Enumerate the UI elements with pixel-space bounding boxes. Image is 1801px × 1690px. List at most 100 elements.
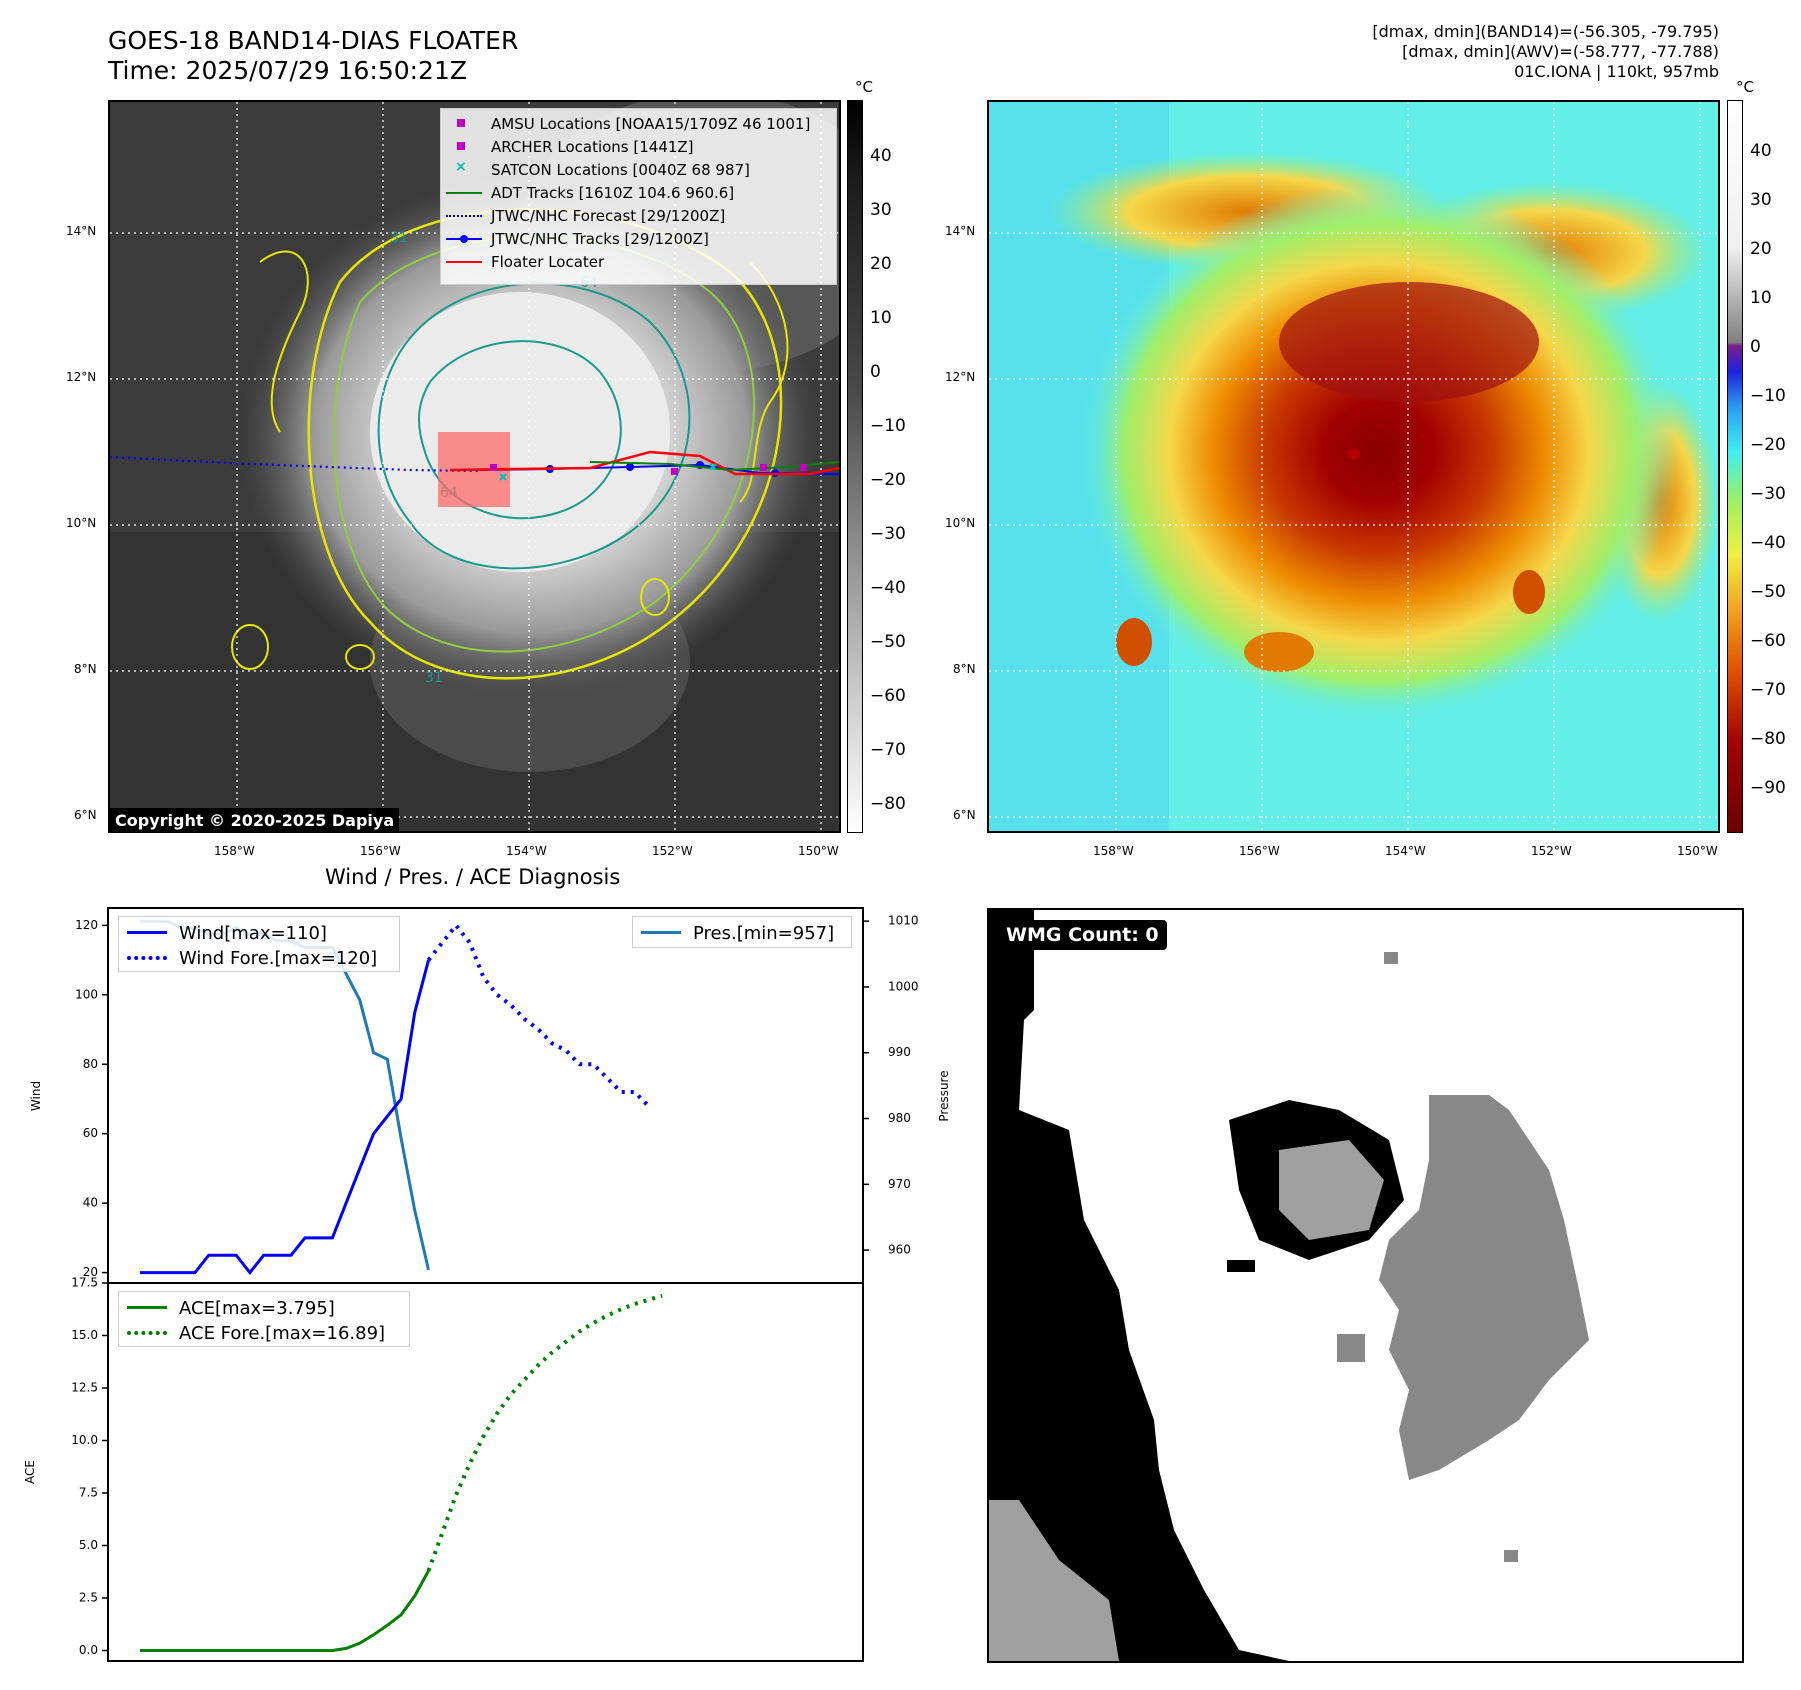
cb-tick: 20	[1750, 239, 1772, 259]
cell-colored-1	[1513, 570, 1545, 614]
legend-item-tracks: JTWC/NHC Tracks [29/1200Z]	[441, 228, 836, 250]
cb-tick: −30	[870, 524, 906, 544]
cb-tick: −70	[870, 740, 906, 760]
diag-chart-svg: 120 100 80 60 40 20 1010 1000 990 980 970 960 17.5…	[23, 907, 951, 1662]
ir-map-legend: AMSU Locations [NOAA15/1709Z 46 1001] AR…	[440, 108, 837, 285]
ace-line	[140, 1570, 430, 1652]
legend-item-wind: Wind[max=110]	[119, 921, 399, 944]
lat-label: 14°N	[945, 224, 976, 238]
pressure-line	[140, 919, 430, 1271]
lon-label: 158°W	[214, 844, 255, 858]
ace-axes-frame	[107, 1282, 864, 1662]
legend-item-adt: ADT Tracks [1610Z 104.6 960.6]	[441, 182, 836, 204]
pressure-legend: Pres.[min=957]	[632, 916, 852, 948]
cb-tick: −60	[1750, 631, 1786, 651]
cb-tick: 20	[870, 254, 892, 274]
lon-label: 156°W	[1239, 844, 1280, 858]
cb-tick: −50	[870, 632, 906, 652]
wind-axis-label: Wind	[29, 1081, 43, 1111]
lat-label: 12°N	[945, 370, 976, 384]
wind-tick-label: 80	[83, 1057, 98, 1071]
color-colorbar-unit: °C	[1736, 78, 1754, 96]
cell-contour-3	[345, 644, 375, 670]
cb-tick: −10	[870, 416, 906, 436]
dotted-line-icon	[127, 1331, 167, 1335]
wind-tick-label: 100	[75, 987, 98, 1001]
cb-tick: 40	[870, 146, 892, 166]
cb-tick: 30	[870, 200, 892, 220]
lat-label: 14°N	[66, 224, 97, 238]
pres-tick-labels: 1010 1000 990 980 970 960	[863, 914, 919, 1257]
line-marker-icon	[127, 931, 167, 934]
ir-map-image: 31 64 64 31	[110, 102, 839, 831]
color-map-image	[989, 102, 1718, 831]
line-marker-icon	[641, 931, 681, 934]
pres-tick-label: 960	[888, 1243, 911, 1257]
storm-eye	[1348, 448, 1360, 460]
wmg-panel	[987, 908, 1744, 1663]
legend-label: AMSU Locations [NOAA15/1709Z 46 1001]	[491, 115, 811, 133]
storm-info: [dmax, dmin](BAND14)=(-56.305, -79.795) …	[1372, 22, 1719, 82]
square-marker-icon	[457, 142, 465, 150]
lat-label: 10°N	[66, 516, 97, 530]
color-gridlines	[989, 102, 1718, 831]
contour-label-1: 31	[390, 230, 408, 246]
wmg-black-pixel	[1227, 1260, 1255, 1272]
wmg-gray-pixel	[1384, 952, 1398, 964]
ace-legend: ACE[max=3.795] ACE Fore.[max=16.89]	[118, 1291, 410, 1347]
legend-item-archer: ARCHER Locations [1441Z]	[441, 136, 836, 158]
cb-tick: −40	[1750, 533, 1786, 553]
ace-tick-label: 7.5	[79, 1486, 98, 1500]
legend-label: Wind Fore.[max=120]	[179, 948, 378, 969]
wmg-gray-pixel-2	[1504, 1550, 1518, 1562]
ace-tick-label: 12.5	[71, 1381, 98, 1395]
dotted-line-icon	[446, 215, 482, 217]
legend-label: JTWC/NHC Tracks [29/1200Z]	[491, 230, 709, 248]
ace-tick-label: 5.0	[79, 1538, 98, 1552]
contour-64-inner	[418, 340, 622, 520]
ace-tick-label: 17.5	[71, 1276, 98, 1290]
line-marker-icon	[127, 1306, 167, 1309]
color-map-panel	[987, 100, 1720, 833]
legend-label: JTWC/NHC Forecast [29/1200Z]	[491, 207, 726, 225]
cb-tick: −40	[870, 578, 906, 598]
wind-tick-label: 40	[83, 1196, 98, 1210]
cell-contour-1	[231, 624, 269, 670]
line-marker-icon	[446, 261, 482, 263]
wind-tick-label: 60	[83, 1126, 98, 1140]
wmg-count-badge: WMG Count: 0	[998, 920, 1167, 950]
wind-tick-label: 120	[75, 918, 98, 932]
legend-item-amsu: AMSU Locations [NOAA15/1709Z 46 1001]	[441, 113, 836, 135]
legend-label: Floater Locater	[491, 253, 605, 271]
legend-label: ACE Fore.[max=16.89]	[179, 1323, 386, 1344]
color-colorbar	[1727, 100, 1743, 833]
legend-item-ace: ACE[max=3.795]	[119, 1296, 409, 1319]
legend-label: Pres.[min=957]	[693, 923, 835, 944]
lon-label: 154°W	[1385, 844, 1426, 858]
lat-label: 6°N	[74, 808, 97, 822]
pres-tick-label: 990	[888, 1045, 911, 1059]
lat-label: 12°N	[66, 370, 97, 384]
figure-title: GOES-18 BAND14-DIAS FLOATER Time: 2025/07…	[108, 26, 518, 86]
ace-tick-label: 10.0	[71, 1433, 98, 1447]
cb-tick: −80	[1750, 729, 1786, 749]
cb-tick: 0	[1750, 337, 1761, 357]
legend-label: SATCON Locations [0040Z 68 987]	[491, 161, 750, 179]
line-marker-icon	[446, 192, 482, 194]
legend-label: ACE[max=3.795]	[179, 1298, 335, 1319]
info-line-1: [dmax, dmin](BAND14)=(-56.305, -79.795)	[1372, 22, 1719, 41]
lat-label: 8°N	[74, 662, 97, 676]
band-contour-west	[259, 250, 309, 433]
amsu-markers	[490, 464, 807, 475]
cb-tick: −70	[1750, 680, 1786, 700]
lon-label: 150°W	[798, 844, 839, 858]
wind-legend: Wind[max=110] Wind Fore.[max=120]	[118, 916, 400, 972]
ace-tick-label: 0.0	[79, 1643, 98, 1657]
legend-item-floater: Floater Locater	[441, 251, 836, 273]
wmg-gray-region-southwest	[989, 1500, 1119, 1661]
legend-label: ADT Tracks [1610Z 104.6 960.6]	[491, 184, 735, 202]
pres-tick-label: 1000	[888, 979, 919, 993]
cb-tick: −20	[870, 470, 906, 490]
wmg-mask-image	[989, 910, 1589, 1661]
info-line-2: [dmax, dmin](AWV)=(-58.777, -77.788)	[1402, 42, 1719, 61]
